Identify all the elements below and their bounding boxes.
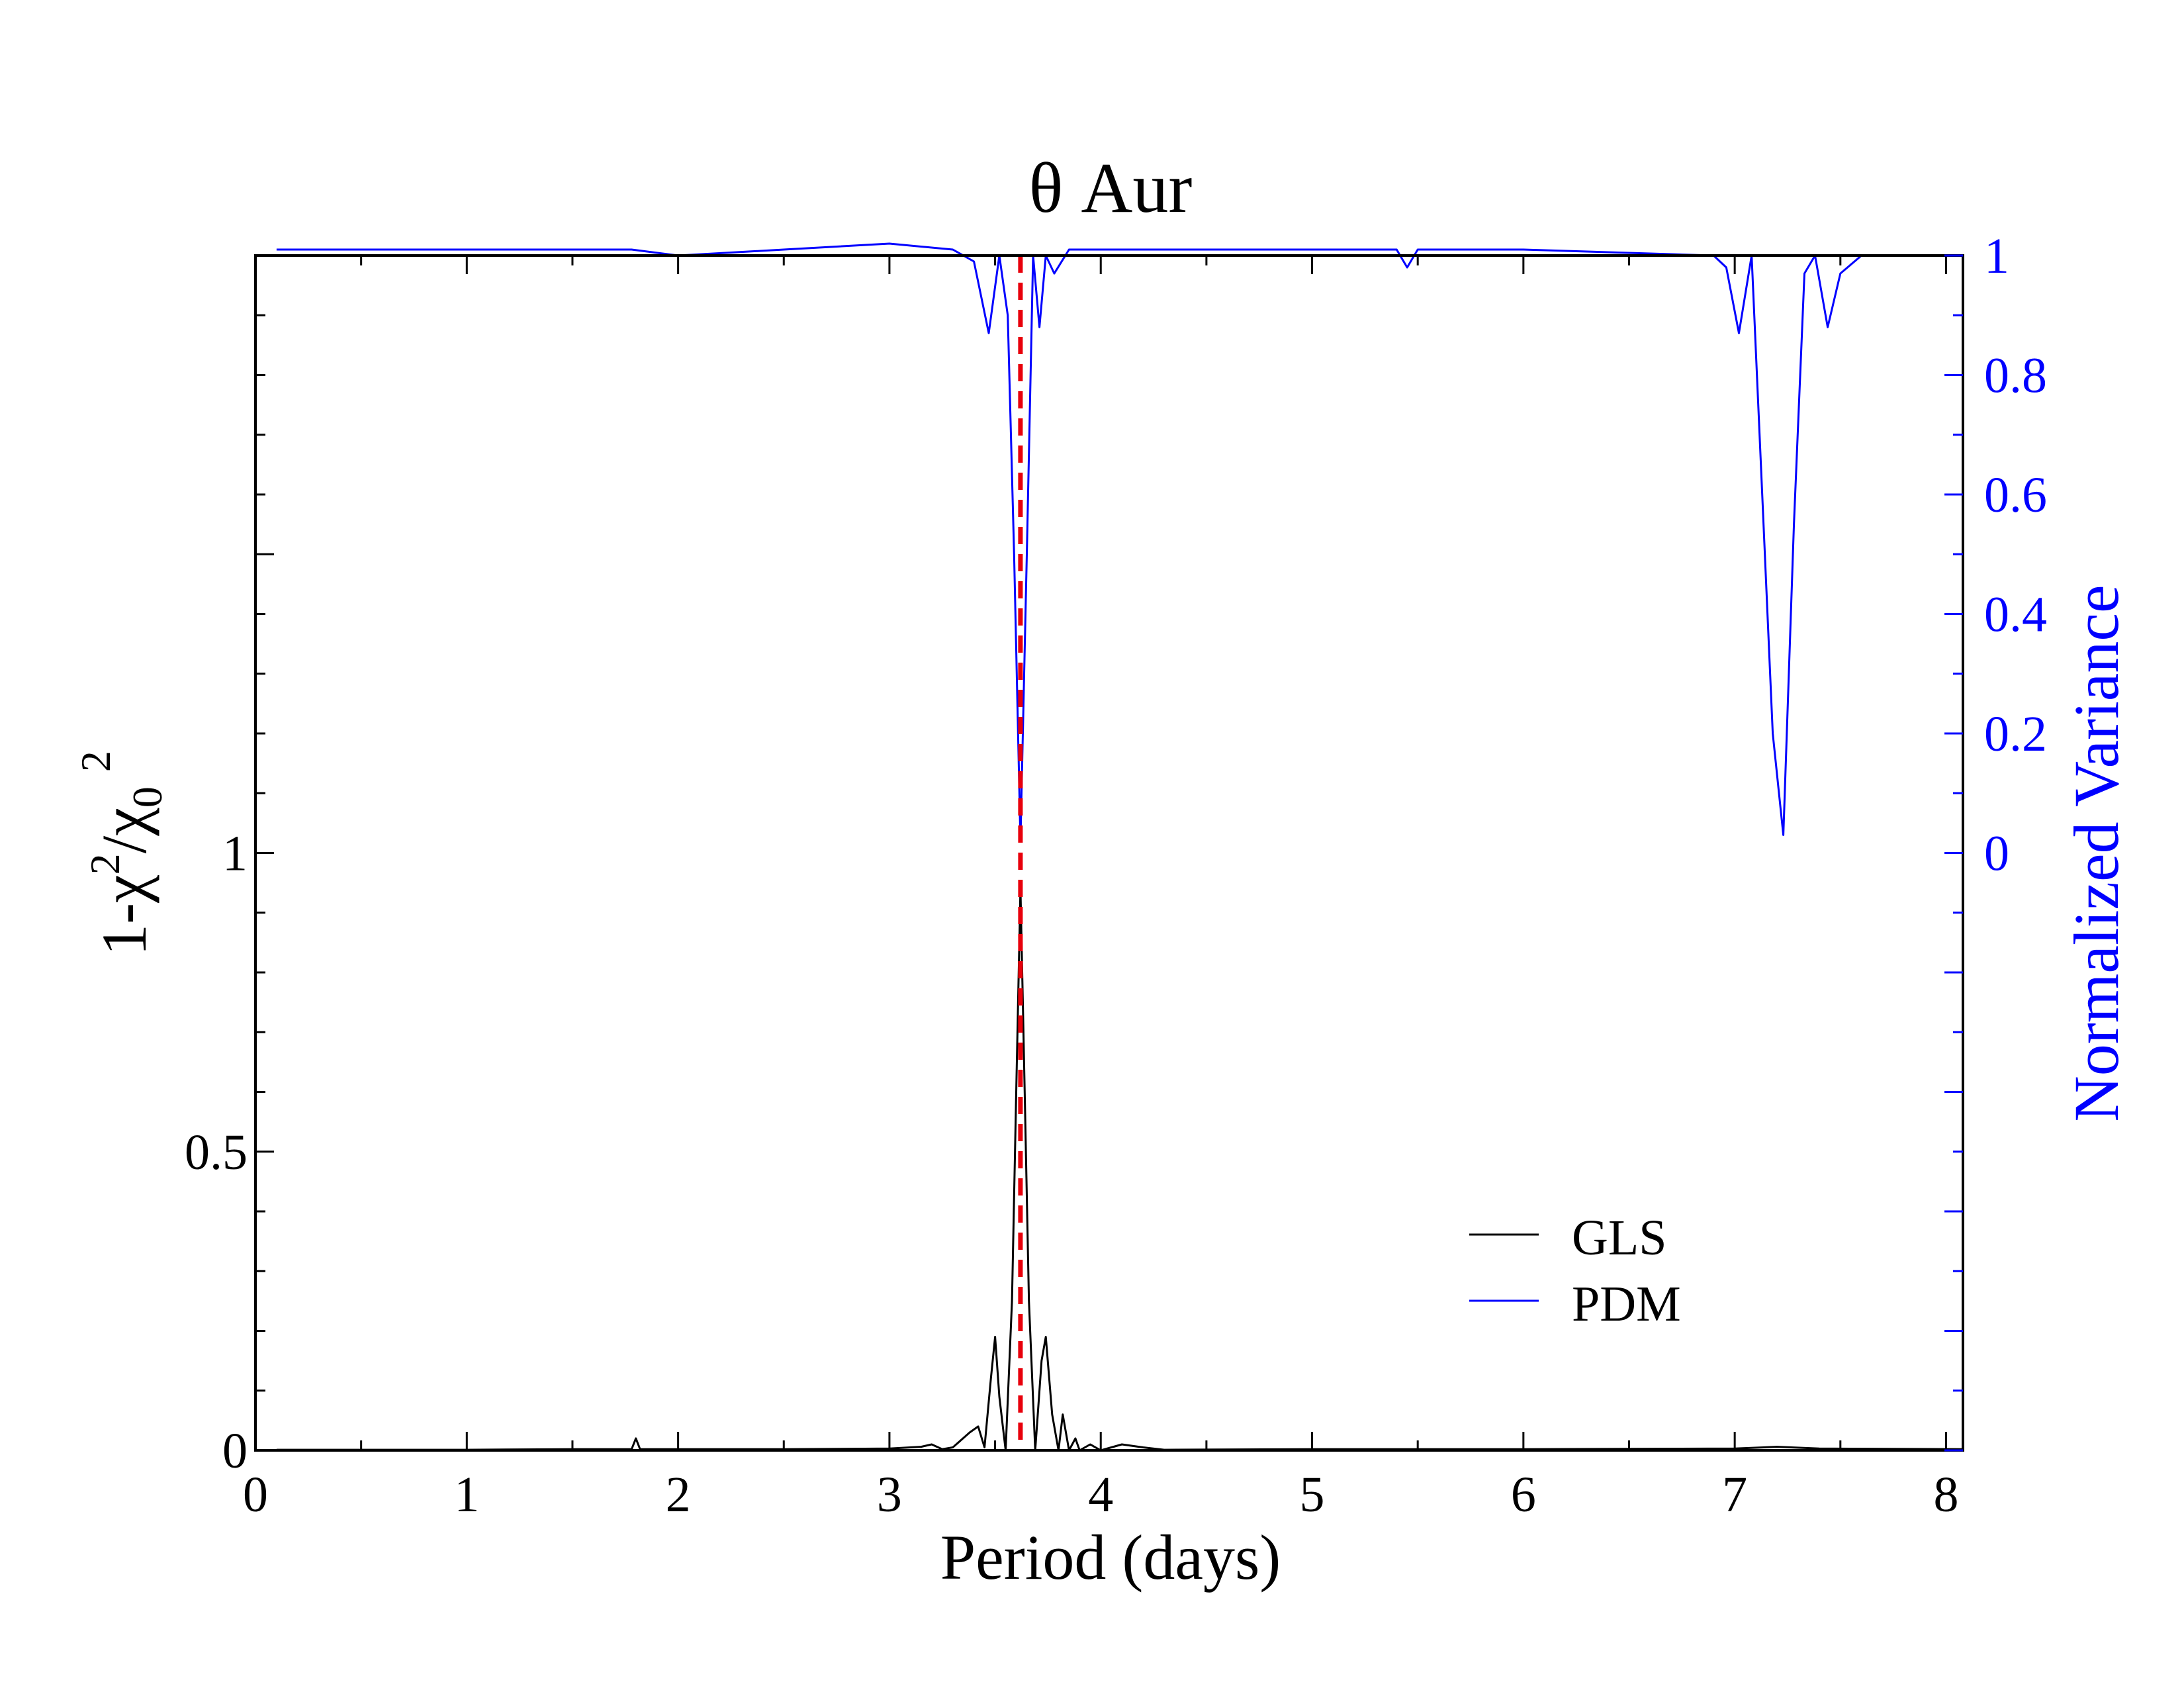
- y-right-tick-label: 0.4: [1984, 587, 2047, 643]
- plot-frame: [254, 254, 1964, 1452]
- x-tick-label: 1: [454, 1467, 479, 1523]
- x-tick-label: 0: [243, 1467, 268, 1523]
- x-tick-label: 5: [1300, 1467, 1325, 1523]
- x-tick-label: 7: [1722, 1467, 1747, 1523]
- y-right-tick-label: 0: [1984, 826, 2009, 882]
- y-right-tick-label: 0.6: [1984, 467, 2047, 523]
- chart-title: θ Aur: [1029, 149, 1193, 228]
- y-left-label-mid: /χ: [89, 808, 159, 854]
- y-left-label-sup1: 2: [81, 853, 128, 874]
- x-tick-label: 2: [666, 1467, 691, 1523]
- y-left-label-base: 1-χ: [89, 874, 159, 956]
- x-tick-label: 4: [1088, 1467, 1113, 1523]
- legend-label-gls: GLS: [1572, 1210, 1667, 1266]
- x-tick-label: 6: [1511, 1467, 1536, 1523]
- y-left-label-sup2: 2: [72, 751, 119, 772]
- series-line-gls: [276, 888, 1964, 1452]
- plot-area: [276, 242, 1964, 1452]
- y-left-label-sub: 0: [124, 786, 171, 808]
- y-axis-right-label: Normalized Variance: [2061, 585, 2132, 1121]
- y-left-tick-label: 0.5: [185, 1125, 248, 1180]
- x-tick-label: 8: [1933, 1467, 1958, 1523]
- y-left-tick-label: 1: [222, 826, 248, 882]
- y-right-tick-label: 0.8: [1984, 348, 2047, 404]
- series-line-pdm: [276, 242, 1963, 842]
- y-axis-right: 0 0.2 0.4 0.6 0.8 1: [1944, 228, 2047, 1452]
- y-axis-left-label: 1-χ2/χ02: [72, 751, 171, 956]
- y-axis-left: 00.51: [185, 314, 274, 1479]
- x-axis: 0 1 2 3 4 5 6 7 8: [243, 256, 1958, 1523]
- x-tick-label: 3: [877, 1467, 902, 1523]
- legend: GLS PDM: [1469, 1210, 1681, 1332]
- y-right-tick-label: 1: [1984, 228, 2009, 284]
- y-right-tick-label: 0.2: [1984, 706, 2047, 762]
- legend-label-pdm: PDM: [1572, 1276, 1681, 1332]
- y-left-tick-label: 0: [222, 1423, 248, 1479]
- x-axis-label: Period (days): [940, 1522, 1281, 1593]
